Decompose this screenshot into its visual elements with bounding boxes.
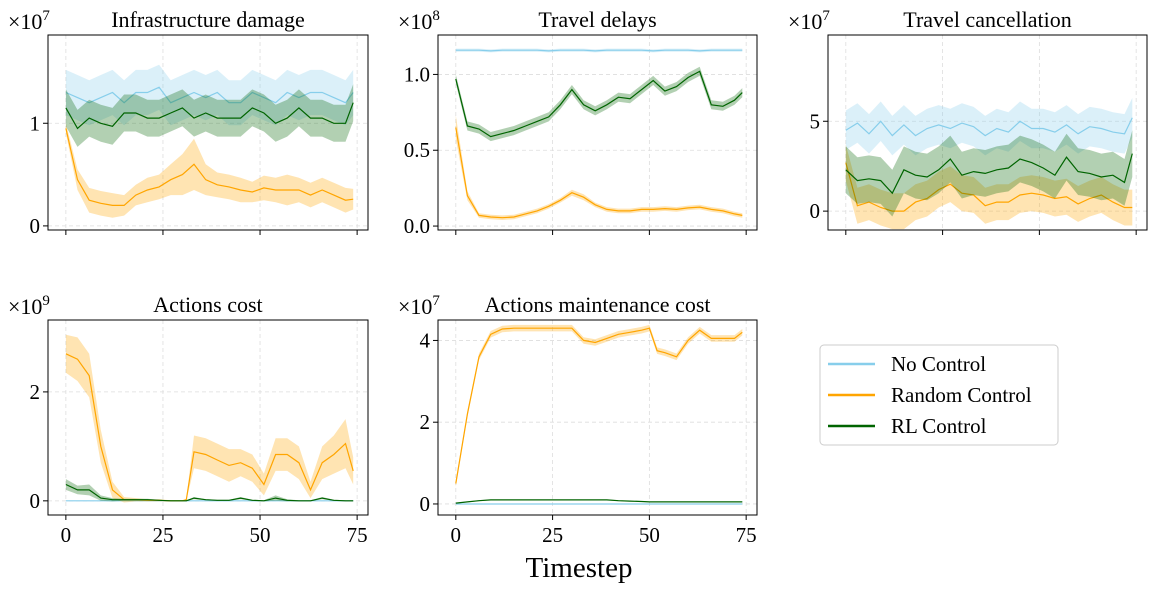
x-tick-label: 50: [250, 523, 271, 547]
offset-exponent: 9: [42, 293, 50, 309]
axes-frame: [47, 319, 369, 516]
series-line-no-control: [455, 49, 743, 52]
y-tick-label: 1.0: [404, 62, 430, 86]
series-line-rl-control: [65, 102, 354, 130]
x-tick-label: 25: [542, 523, 563, 547]
x-tick-label: 25: [152, 523, 173, 547]
x-axis-label: Timestep: [526, 552, 633, 584]
series-line-no-control: [65, 86, 354, 104]
y-tick-label: 2: [30, 380, 41, 404]
confidence-band-random-control: [455, 324, 743, 487]
x-tick-label: 0: [451, 523, 462, 547]
offset-base: ×10: [398, 294, 432, 319]
series-line-rl-control: [65, 483, 354, 502]
subplot-title: Actions cost: [153, 292, 262, 317]
confidence-band-rl-control: [845, 130, 1133, 217]
subplot-title: Infrastructure damage: [111, 7, 305, 32]
offset-base: ×10: [398, 9, 432, 34]
axes-frame: [827, 34, 1148, 231]
axes-frame: [437, 34, 758, 231]
y-tick-label: 0: [420, 492, 431, 516]
x-tick-label: 75: [347, 523, 368, 547]
y-tick-label: 0: [810, 199, 821, 223]
subplot-title: Actions maintenance cost: [484, 292, 710, 317]
subplot-1: 0.0 0.5 1.0 Travel delays ×108: [398, 7, 758, 238]
confidence-band-no-control: [845, 97, 1133, 156]
offset-exponent: 7: [42, 8, 50, 24]
axes-frame: [47, 34, 369, 231]
offset-label: ×107: [8, 8, 50, 34]
y-tick-label: 1: [30, 111, 41, 135]
subplot-title: Travel cancellation: [903, 7, 1071, 32]
offset-base: ×10: [8, 9, 42, 34]
subplot-2: 0 5 Travel cancellation ×107: [788, 7, 1148, 235]
confidence-band-no-control: [65, 64, 354, 126]
y-tick-label: 2: [420, 410, 431, 434]
x-tick-label: 0: [61, 523, 72, 547]
y-tick-label: 0: [30, 214, 41, 238]
axes-frame: [437, 319, 758, 516]
legend-label: No Control: [891, 352, 986, 376]
series-line-no-control: [845, 117, 1133, 137]
offset-exponent: 7: [432, 293, 440, 309]
offset-label: ×107: [788, 8, 830, 34]
legend: No Control Random Control RL Control: [819, 344, 1059, 446]
subplot-3: 0 25 50 75 0 2 Actions cost ×109: [8, 292, 369, 547]
series-line-random-control: [455, 127, 743, 219]
subplot-0: 0 1 Infrastructure damage ×107: [8, 7, 369, 238]
offset-base: ×10: [788, 9, 822, 34]
offset-base: ×10: [8, 294, 42, 319]
subplot-title: Travel delays: [538, 7, 656, 32]
series-line-random-control: [455, 327, 743, 484]
y-tick-label: 5: [810, 109, 821, 133]
x-tick-label: 50: [639, 523, 660, 547]
confidence-band-rl-control: [455, 66, 743, 142]
offset-label: ×107: [398, 293, 440, 319]
confidence-band-random-control: [845, 144, 1133, 230]
series-line-rl-control: [845, 153, 1133, 195]
offset-exponent: 7: [822, 8, 830, 24]
offset-exponent: 8: [432, 8, 440, 24]
y-tick-label: 0: [30, 489, 41, 513]
x-tick-label: 75: [736, 523, 757, 547]
offset-label: ×109: [8, 293, 50, 319]
series-line-random-control: [65, 353, 354, 502]
confidence-band-rl-control: [65, 84, 354, 147]
series-line-random-control: [65, 128, 354, 206]
y-tick-label: 0.0: [404, 214, 430, 238]
confidence-band-random-control: [65, 334, 354, 503]
legend-frame: [819, 344, 1059, 446]
confidence-band-rl-control: [65, 479, 354, 502]
subplot-4: 0 25 50 75 0 2 4 Actions maintenance cost ×107: [398, 292, 758, 547]
legend-label: Random Control: [891, 383, 1032, 407]
series-line-rl-control: [455, 70, 743, 138]
legend-label: RL Control: [891, 414, 987, 438]
series-line-rl-control: [455, 499, 743, 504]
series-line-random-control: [845, 162, 1133, 212]
y-tick-label: 0.5: [404, 138, 430, 162]
y-tick-label: 4: [420, 328, 431, 352]
offset-label: ×108: [398, 8, 440, 34]
